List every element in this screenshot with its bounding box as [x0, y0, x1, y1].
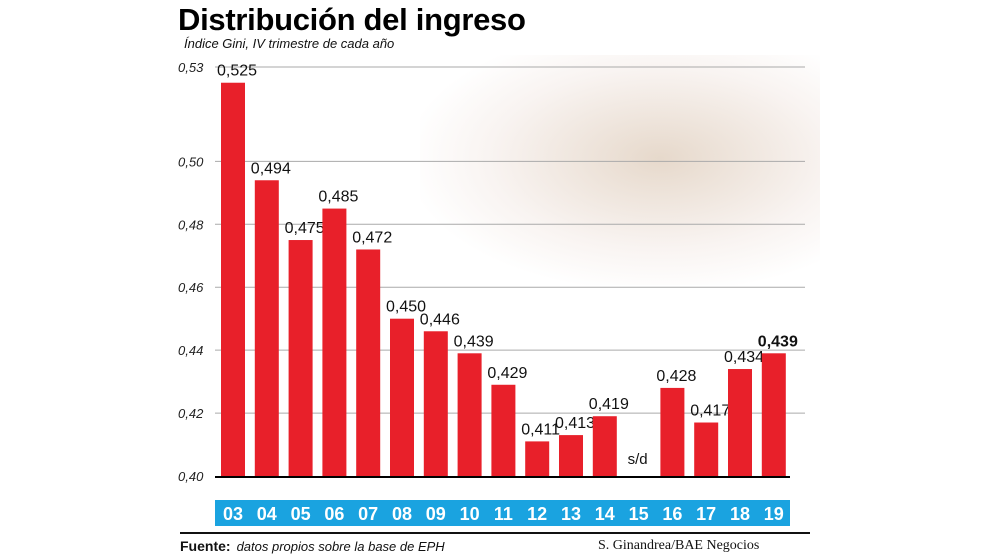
- y-tick-label: 0,44: [178, 343, 203, 358]
- x-tick-label: 09: [426, 504, 446, 524]
- x-tick-label: 11: [494, 504, 513, 524]
- data-label: 0,475: [285, 220, 325, 237]
- data-label: 0,525: [217, 63, 257, 80]
- bar: [221, 82, 245, 476]
- x-tick-label: 12: [527, 504, 547, 524]
- x-tick-label: 03: [223, 504, 243, 524]
- bar: [660, 387, 685, 476]
- y-tick-label: 0,40: [178, 469, 204, 484]
- data-label: 0,434: [724, 349, 764, 366]
- data-label: 0,439: [758, 333, 798, 350]
- footer-divider: [180, 532, 810, 534]
- data-label: s/d: [628, 451, 648, 468]
- x-tick-label: 19: [764, 504, 784, 524]
- bar: [592, 416, 617, 476]
- data-label: 0,417: [690, 403, 730, 420]
- bar: [423, 331, 448, 476]
- x-tick-label: 13: [561, 504, 581, 524]
- x-tick-label: 14: [595, 504, 615, 524]
- chart-title: Distribución del ingreso: [178, 2, 526, 37]
- source-note: Fuente: datos propios sobre la base de EP…: [180, 538, 445, 554]
- y-tick-label: 0,53: [178, 60, 204, 75]
- y-tick-label: 0,42: [178, 406, 204, 421]
- source-text: datos propios sobre la base de EPH: [236, 539, 445, 554]
- bar: [491, 384, 516, 476]
- bar: [694, 422, 719, 476]
- category-band: [215, 500, 790, 526]
- y-tick-label: 0,46: [178, 280, 204, 295]
- y-tick-label: 0,50: [178, 154, 204, 169]
- bar: [288, 240, 313, 476]
- data-label: 0,472: [352, 229, 392, 246]
- coins-photo: [420, 55, 820, 285]
- x-tick-label: 06: [324, 504, 344, 524]
- x-tick-label: 15: [629, 504, 649, 524]
- data-label: 0,494: [251, 160, 291, 177]
- x-tick-label: 08: [392, 504, 412, 524]
- x-tick-label: 10: [460, 504, 480, 524]
- x-tick-label: 07: [358, 504, 378, 524]
- bar: [761, 353, 786, 476]
- bar: [525, 441, 550, 476]
- data-label: 0,450: [386, 299, 426, 316]
- credit: S. Ginandrea/BAE Negocios: [598, 538, 760, 553]
- bar: [457, 353, 482, 476]
- x-tick-label: 16: [662, 504, 682, 524]
- bar: [356, 249, 381, 476]
- bar: [559, 435, 583, 476]
- bar: [390, 318, 414, 476]
- x-tick-label: 04: [257, 504, 277, 524]
- chart-subtitle: Índice Gini, IV trimestre de cada año: [184, 36, 395, 51]
- data-label: 0,446: [420, 311, 460, 328]
- bar: [254, 180, 279, 476]
- x-tick-label: 18: [730, 504, 750, 524]
- bar: [728, 369, 752, 476]
- y-tick-label: 0,48: [178, 217, 204, 232]
- data-label: 0,439: [454, 333, 494, 350]
- x-tick-label: 05: [291, 504, 311, 524]
- data-label: 0,428: [656, 368, 696, 385]
- data-label: 0,429: [487, 365, 527, 382]
- x-tick-label: 17: [696, 504, 716, 524]
- data-label: 0,413: [555, 415, 595, 432]
- bar: [322, 208, 347, 477]
- source-label: Fuente:: [180, 538, 231, 554]
- data-label: 0,419: [589, 396, 629, 413]
- data-label: 0,411: [521, 421, 560, 438]
- data-label: 0,485: [318, 189, 358, 206]
